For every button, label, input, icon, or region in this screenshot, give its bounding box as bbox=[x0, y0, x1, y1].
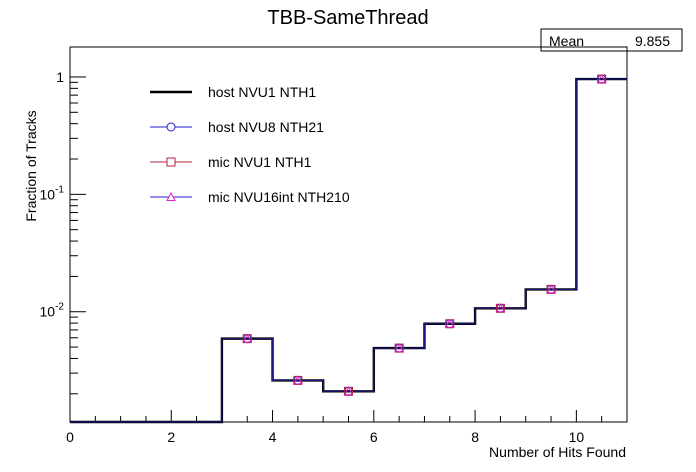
legend: host NVU1 NTH1 host NVU8 NTH21 mic NVU1 NT… bbox=[150, 84, 350, 205]
marker-triangle bbox=[495, 303, 506, 313]
marker-triangle bbox=[394, 343, 404, 353]
y-tick-label: 10-2 bbox=[40, 302, 65, 320]
legend-entry-label: mic NVU1 NTH1 bbox=[208, 154, 312, 170]
marker-triangle bbox=[444, 318, 455, 328]
marker-triangle bbox=[293, 375, 303, 385]
legend-entry-label: host NVU1 NTH1 bbox=[208, 84, 316, 100]
marker-triangle bbox=[242, 333, 253, 343]
x-tick-label: 0 bbox=[66, 429, 74, 445]
x-tick-label: 2 bbox=[167, 429, 175, 445]
stats-mean-label: Mean bbox=[549, 33, 584, 49]
series-overlay-line bbox=[70, 78, 627, 423]
chart-title: TBB-SameThread bbox=[267, 7, 428, 29]
plot-frame bbox=[69, 46, 628, 423]
legend-marker-square bbox=[166, 157, 176, 167]
y-tick-label: 10-1 bbox=[40, 184, 65, 202]
histogram-series bbox=[70, 77, 627, 424]
x-tick-label: 4 bbox=[269, 429, 277, 445]
x-tick-label: 6 bbox=[370, 429, 378, 445]
legend-entry-label: mic NVU16int NTH210 bbox=[208, 189, 350, 205]
marker-triangle bbox=[596, 73, 607, 84]
stats-box: Mean 9.855 bbox=[540, 28, 683, 52]
x-tick-label: 10 bbox=[569, 429, 585, 445]
y-axis-label: Fraction of Tracks bbox=[23, 110, 39, 221]
marker-triangle bbox=[343, 386, 354, 396]
axis-tick-labels: 0 2 4 6 8 10 1 10-1 10-2 bbox=[40, 69, 585, 445]
legend-marker-circle bbox=[166, 122, 176, 132]
stats-mean-value: 9.855 bbox=[635, 33, 670, 49]
axis-ticks bbox=[69, 76, 628, 422]
marker-triangle bbox=[546, 284, 556, 294]
legend-entry-label: host NVU8 NTH21 bbox=[208, 119, 324, 135]
series-host-nvu1-line bbox=[70, 77, 627, 424]
x-tick-label: 8 bbox=[471, 429, 479, 445]
data-markers bbox=[242, 73, 607, 396]
legend-marker-triangle bbox=[166, 191, 176, 201]
y-tick-label: 1 bbox=[56, 69, 64, 85]
series-host-nvu8-line bbox=[70, 78, 627, 423]
x-axis-label: Number of Hits Found bbox=[489, 444, 626, 460]
